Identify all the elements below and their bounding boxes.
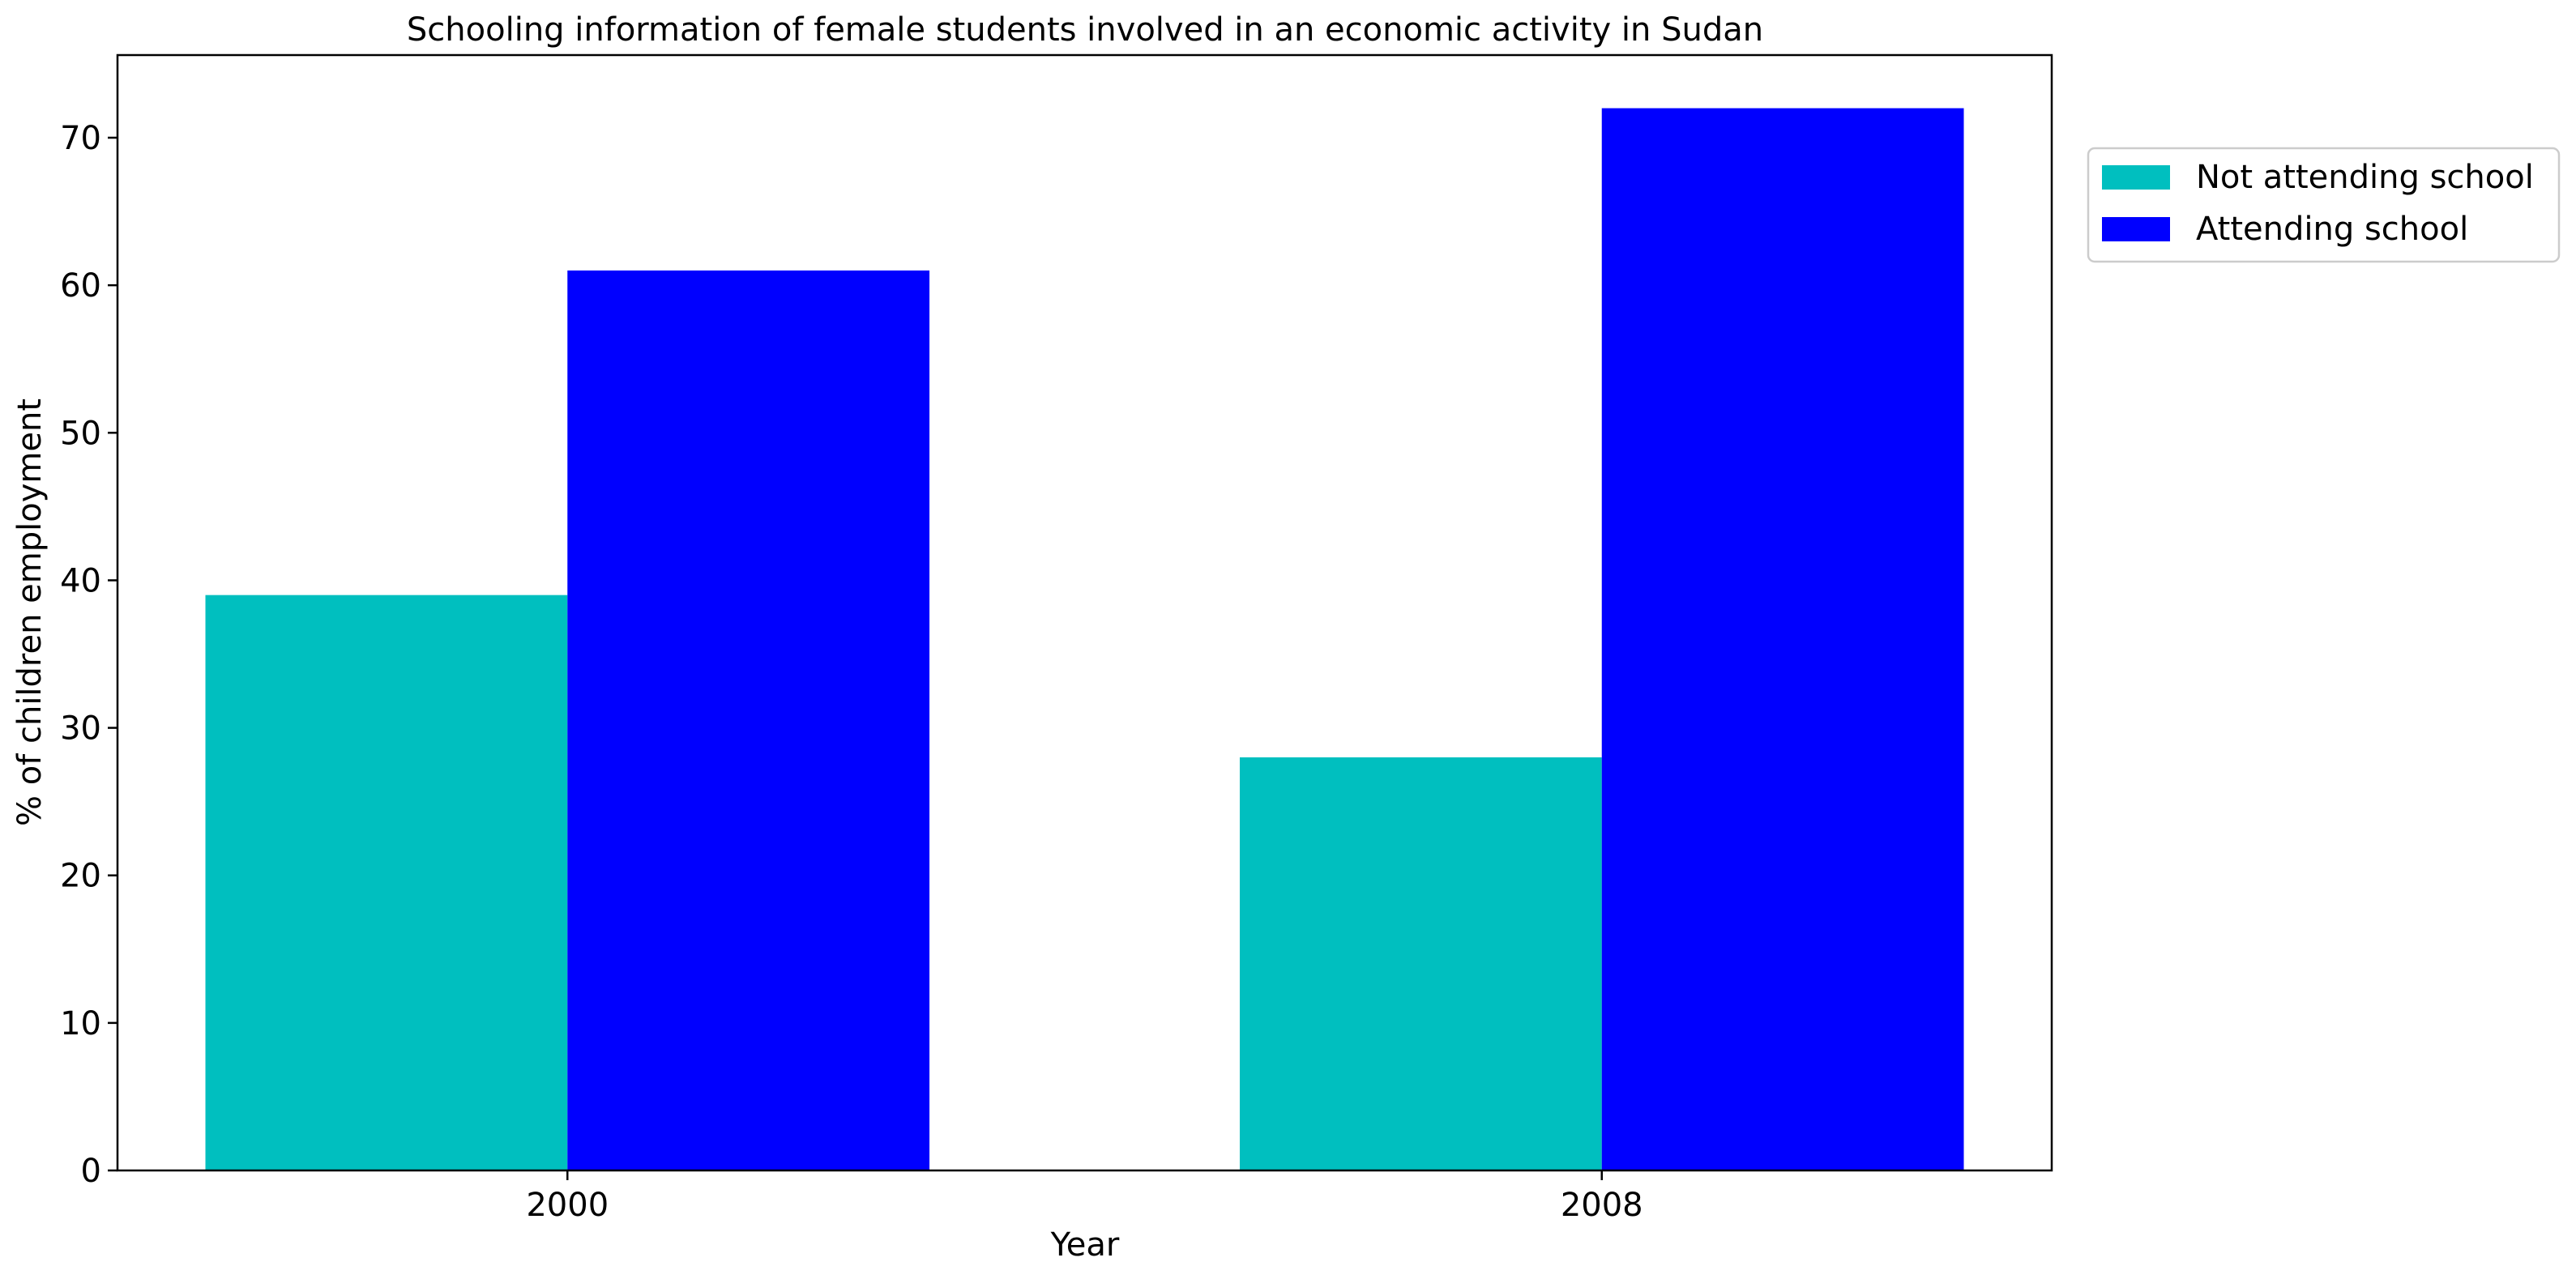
bar-not-attending-school-2000	[205, 595, 568, 1170]
bar-attending-school-2008	[1601, 108, 1964, 1171]
y-tick-label: 30	[60, 710, 101, 748]
bar-attending-school-2000	[567, 270, 930, 1170]
legend: Not attending school Attending school	[2087, 147, 2561, 263]
x-axis-ticks: 2000 2008	[526, 1170, 1643, 1224]
chart-title: Schooling information of female students…	[407, 11, 1763, 49]
y-tick-label: 70	[60, 120, 101, 157]
legend-swatch	[2102, 165, 2170, 190]
y-tick-label: 20	[60, 858, 101, 895]
x-tick-label: 2008	[1561, 1187, 1643, 1224]
y-tick-label: 0	[81, 1153, 101, 1190]
legend-frame	[2087, 147, 2561, 263]
bars-layer	[205, 108, 1964, 1171]
legend-swatch	[2102, 217, 2170, 241]
plot-frame	[116, 53, 2053, 1172]
legend-label: Attending school	[2196, 211, 2468, 248]
y-tick-label: 10	[60, 1005, 101, 1042]
y-tick-label: 40	[60, 562, 101, 599]
x-axis-label: Year	[1050, 1226, 1120, 1264]
legend-label: Not attending school	[2196, 159, 2534, 196]
y-axis-ticks: 0 10 20 30 40 50 60 70	[60, 120, 117, 1190]
y-axis-label: % of children employment	[11, 399, 49, 826]
y-tick-label: 60	[60, 267, 101, 305]
bar-not-attending-school-2008	[1239, 757, 1602, 1170]
x-tick-label: 2000	[526, 1187, 609, 1224]
y-tick-label: 50	[60, 415, 101, 452]
legend-entries: Not attending school Attending school	[2102, 159, 2534, 248]
